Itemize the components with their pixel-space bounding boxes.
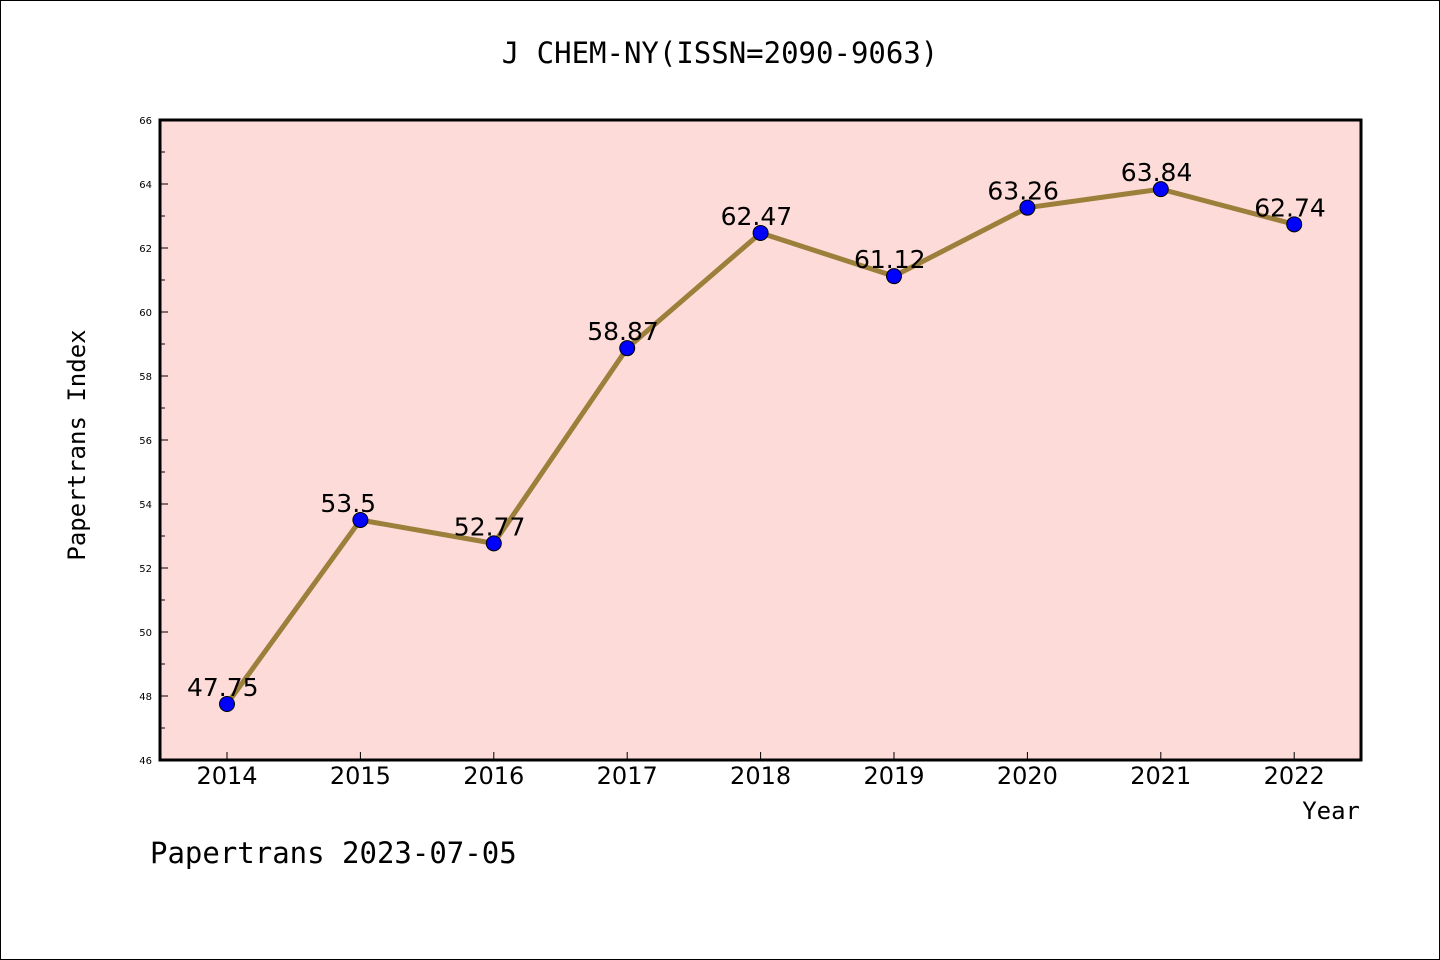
data-point <box>485 535 502 552</box>
data-series <box>219 181 1303 712</box>
y-tick-label: 58 <box>139 372 152 383</box>
x-axis-label: Year <box>1302 797 1360 825</box>
x-tick-label: 2020 <box>997 762 1058 790</box>
plot-border <box>158 118 1363 762</box>
data-labels: 47.75 53.5 52.77 58.87 62.47 61.12 63.26 63.84 6… <box>187 158 1326 702</box>
y-tick-label: 46 <box>139 756 152 767</box>
x-tick-label: 2017 <box>597 762 658 790</box>
data-point <box>752 224 769 241</box>
y-tick-label: 52 <box>139 564 152 575</box>
y-tick-label: 64 <box>139 180 152 191</box>
x-tick-label: 2016 <box>463 762 524 790</box>
data-point <box>619 340 636 357</box>
data-label: 47.75 <box>187 673 259 702</box>
data-point <box>1019 199 1036 216</box>
x-tick-label: 2014 <box>196 762 257 790</box>
data-label: 63.26 <box>987 177 1059 206</box>
footer-text: Papertrans 2023-07-05 <box>150 836 517 870</box>
data-label: 58.87 <box>587 317 659 346</box>
data-point <box>352 512 369 528</box>
data-label: 53.5 <box>320 489 376 518</box>
data-point <box>219 696 235 712</box>
x-tick-label: 2015 <box>330 762 391 790</box>
y-tick-label: 60 <box>139 308 152 319</box>
y-tick-label: 50 <box>139 628 152 639</box>
chart-title: J CHEM-NY(ISSN=2090-9063) <box>501 36 939 70</box>
y-tick-label: 62 <box>139 244 152 255</box>
x-tick-label: 2018 <box>730 762 791 790</box>
y-tick-label: 48 <box>139 692 152 703</box>
data-point <box>1286 216 1303 233</box>
y-tick-label: 56 <box>139 436 152 447</box>
data-point <box>886 268 902 285</box>
x-tick-label: 2022 <box>1264 762 1325 790</box>
data-point <box>1152 181 1169 198</box>
x-axis-ticks: 2014 2015 2016 2017 2018 2019 2020 2021 2022 <box>196 752 1325 790</box>
data-label: 62.47 <box>721 202 793 231</box>
x-tick-label: 2021 <box>1130 762 1191 790</box>
y-tick-label: 54 <box>139 500 152 511</box>
data-label: 62.74 <box>1254 193 1326 222</box>
data-label: 52.77 <box>454 512 526 541</box>
y-tick-label: 66 <box>139 116 152 127</box>
data-label: 61.12 <box>854 245 926 274</box>
x-tick-label: 2019 <box>863 762 924 790</box>
data-label: 63.84 <box>1121 158 1193 187</box>
